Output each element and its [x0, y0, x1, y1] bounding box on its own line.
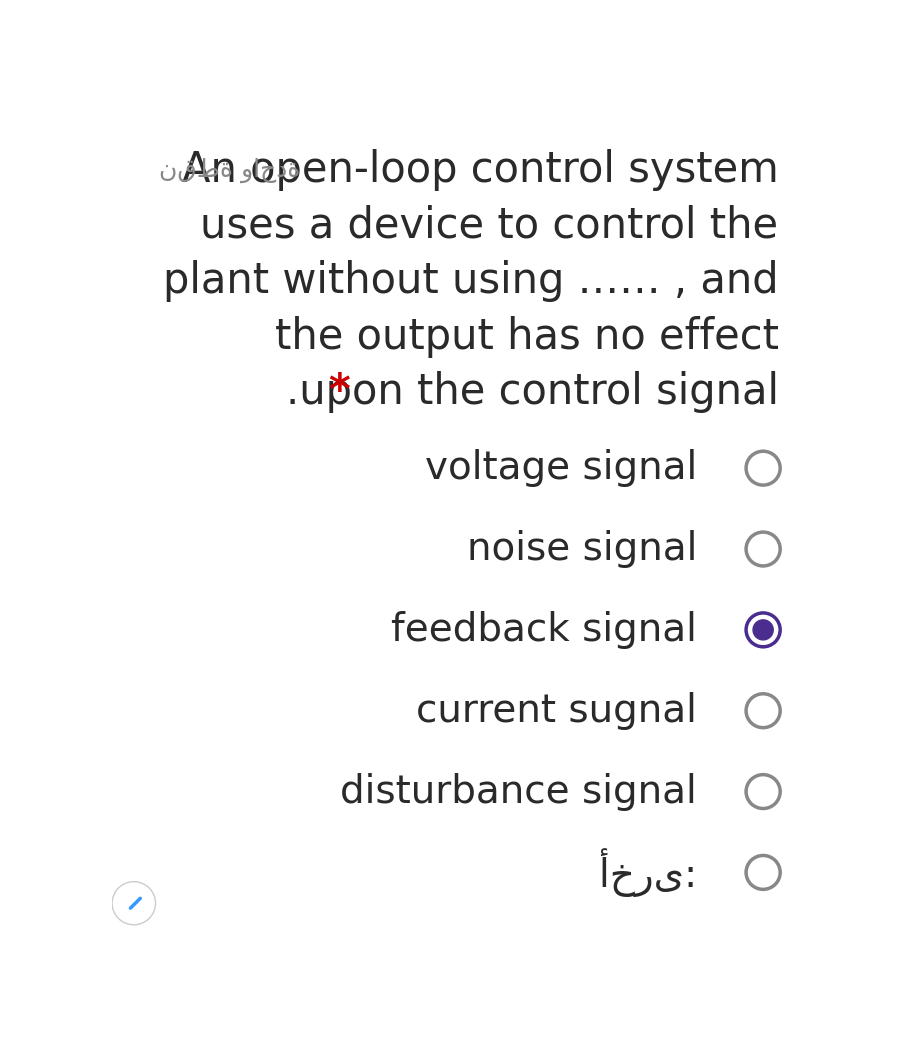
Text: *: *	[329, 371, 365, 413]
Circle shape	[746, 856, 780, 889]
Text: uses a device to control the: uses a device to control the	[201, 205, 779, 247]
Text: An open-loop control system: An open-loop control system	[182, 150, 779, 191]
Text: نقطة واحدة: نقطة واحدة	[159, 158, 300, 183]
Text: voltage signal: voltage signal	[425, 449, 697, 487]
Circle shape	[746, 775, 780, 809]
Circle shape	[746, 532, 780, 566]
Circle shape	[746, 613, 780, 646]
Text: feedback signal: feedback signal	[391, 611, 697, 649]
Text: .upon the control signal: .upon the control signal	[285, 371, 779, 413]
Text: the output has no effect: the output has no effect	[274, 316, 779, 358]
Circle shape	[112, 882, 155, 925]
Text: plant without using …… , and: plant without using …… , and	[163, 260, 779, 302]
Text: أخرى:: أخرى:	[599, 848, 697, 896]
Circle shape	[746, 451, 780, 485]
Circle shape	[746, 693, 780, 728]
Circle shape	[753, 620, 773, 640]
Text: current sugnal: current sugnal	[416, 691, 697, 730]
Text: noise signal: noise signal	[466, 530, 697, 568]
Text: disturbance signal: disturbance signal	[341, 773, 697, 811]
